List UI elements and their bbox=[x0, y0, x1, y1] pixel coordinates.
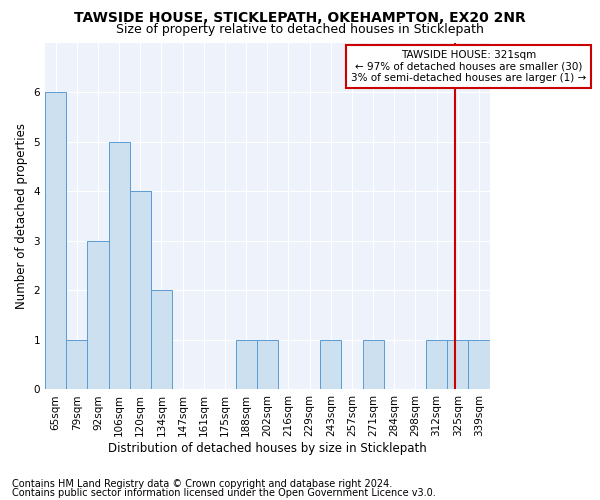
Text: Contains public sector information licensed under the Open Government Licence v3: Contains public sector information licen… bbox=[12, 488, 436, 498]
Bar bbox=[320, 340, 341, 390]
Bar bbox=[130, 191, 151, 390]
Bar bbox=[109, 142, 130, 390]
Bar bbox=[447, 340, 469, 390]
Bar bbox=[151, 290, 172, 390]
Bar bbox=[426, 340, 447, 390]
X-axis label: Distribution of detached houses by size in Sticklepath: Distribution of detached houses by size … bbox=[108, 442, 427, 455]
Bar bbox=[236, 340, 257, 390]
Text: Size of property relative to detached houses in Sticklepath: Size of property relative to detached ho… bbox=[116, 22, 484, 36]
Text: Contains HM Land Registry data © Crown copyright and database right 2024.: Contains HM Land Registry data © Crown c… bbox=[12, 479, 392, 489]
Bar bbox=[257, 340, 278, 390]
Bar bbox=[66, 340, 88, 390]
Bar bbox=[362, 340, 383, 390]
Y-axis label: Number of detached properties: Number of detached properties bbox=[15, 123, 28, 309]
Bar bbox=[469, 340, 490, 390]
Bar bbox=[88, 241, 109, 390]
Text: TAWSIDE HOUSE: 321sqm
← 97% of detached houses are smaller (30)
3% of semi-detac: TAWSIDE HOUSE: 321sqm ← 97% of detached … bbox=[351, 50, 586, 83]
Bar bbox=[45, 92, 66, 390]
Text: TAWSIDE HOUSE, STICKLEPATH, OKEHAMPTON, EX20 2NR: TAWSIDE HOUSE, STICKLEPATH, OKEHAMPTON, … bbox=[74, 11, 526, 25]
